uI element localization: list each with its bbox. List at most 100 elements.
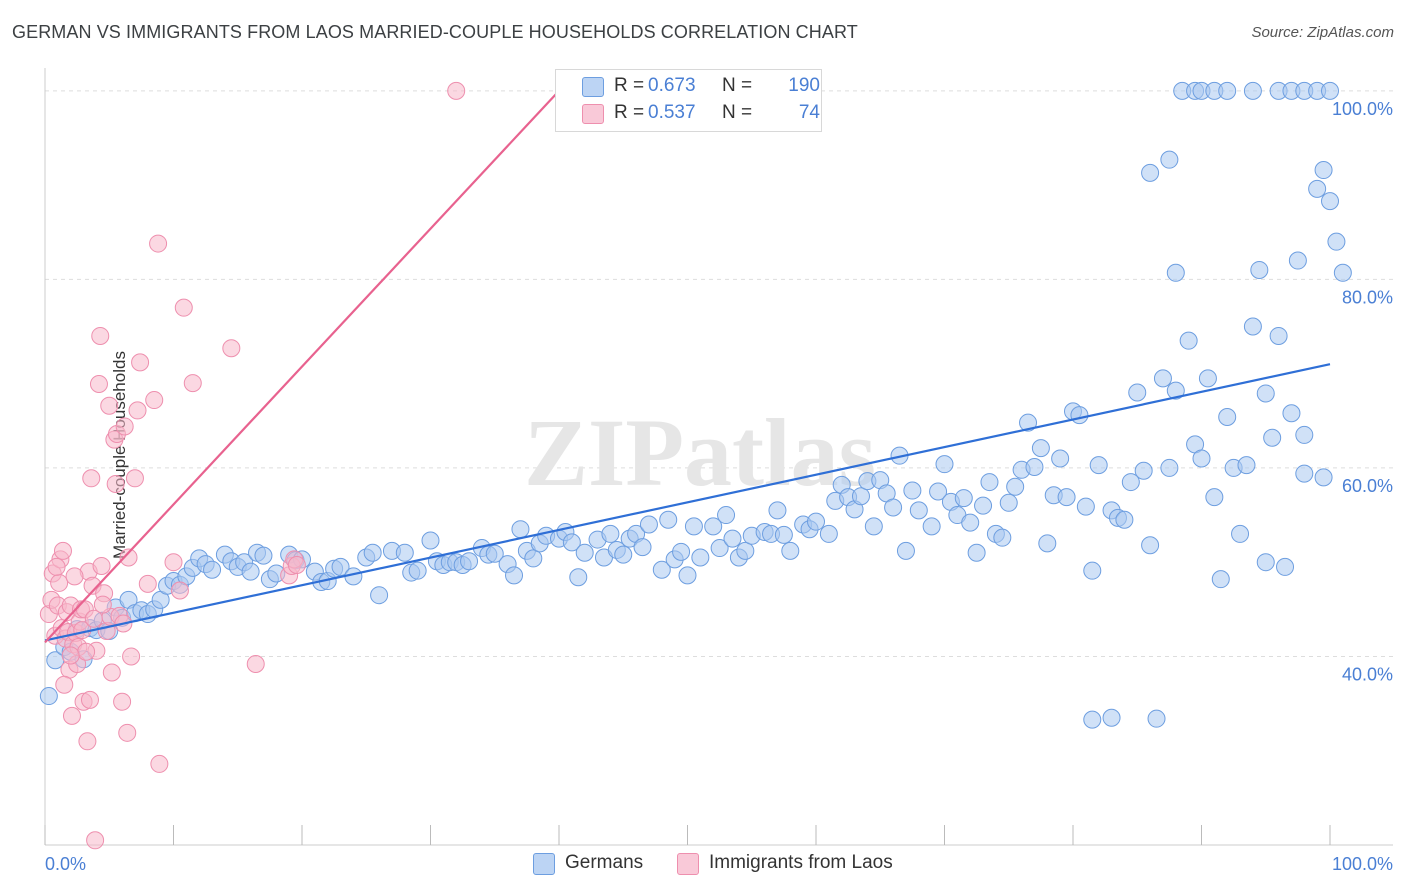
laos-swatch <box>677 853 699 875</box>
germans-swatch <box>582 77 604 97</box>
laos-point <box>131 353 150 372</box>
laos-point <box>138 574 157 593</box>
laos-point <box>62 706 81 725</box>
germans-point <box>460 552 479 571</box>
n-value: 74 <box>798 102 820 123</box>
germans-point <box>1218 81 1237 100</box>
laos-point <box>89 375 108 394</box>
laos-point <box>47 557 66 576</box>
germans-point <box>1276 557 1295 576</box>
r-label: R = <box>614 75 645 96</box>
germans-point <box>639 515 658 534</box>
y-tick-label: 60.0% <box>1342 476 1393 496</box>
germans-point <box>1076 497 1095 516</box>
germans-point <box>768 501 787 520</box>
germans-point <box>569 568 588 587</box>
laos-points <box>39 81 466 850</box>
germans-point <box>993 528 1012 547</box>
germans-point <box>691 548 710 567</box>
y-tick-labels: 40.0% 60.0% 80.0% 100.0% <box>1332 99 1393 685</box>
germans-point <box>1243 81 1262 100</box>
axes <box>44 68 1393 846</box>
germans-point <box>1282 404 1301 423</box>
laos-point <box>91 326 110 345</box>
laos-point <box>93 595 112 614</box>
laos-point <box>106 474 125 493</box>
germans-point <box>1160 150 1179 169</box>
germans-point <box>1019 413 1038 432</box>
germans-point <box>1070 406 1089 425</box>
laos-point <box>80 690 99 709</box>
germans-point <box>974 496 993 515</box>
germans-point <box>505 566 524 585</box>
laos-point <box>119 548 138 567</box>
laos-point <box>170 581 189 600</box>
laos-point <box>149 234 168 253</box>
germans-points <box>39 81 1352 729</box>
germans-point <box>254 546 273 565</box>
germans-point <box>1243 317 1262 336</box>
laos-point <box>447 81 466 100</box>
germans-point <box>1288 251 1307 270</box>
laos-point <box>53 541 72 560</box>
germans-point <box>736 541 755 560</box>
trend-lines <box>44 90 1331 644</box>
germans-point <box>331 557 350 576</box>
germans-point <box>1166 263 1185 282</box>
n-label: N = <box>722 102 753 123</box>
germans-point <box>1314 161 1333 180</box>
germans-point <box>652 560 671 579</box>
n-value: 190 <box>788 75 820 96</box>
x-tick-label: 100.0% <box>1332 854 1393 874</box>
legend-label: Immigrants from Laos <box>709 852 893 873</box>
germans-point <box>1006 477 1025 496</box>
germans-point <box>672 542 691 561</box>
source-label: Source: ZipAtlas.com <box>1251 24 1394 41</box>
germans-point <box>1263 428 1282 447</box>
germans-point <box>241 562 260 581</box>
germans-point <box>1025 457 1044 476</box>
germans-point <box>935 455 954 474</box>
germans-point <box>1205 488 1224 507</box>
correlation-legend: R = 0.673 N = 190 R = 0.537 N = 74 <box>555 69 822 132</box>
laos-point <box>65 567 84 586</box>
y-tick-label: 80.0% <box>1342 287 1393 307</box>
laos-point <box>100 396 119 415</box>
laos-point <box>118 723 137 742</box>
germans-point <box>1038 534 1057 553</box>
germans-point <box>1031 439 1050 458</box>
germans-point <box>922 517 941 536</box>
germans-point <box>723 529 742 548</box>
germans-point <box>1128 383 1147 402</box>
germans-point <box>1333 263 1352 282</box>
x-tick-labels: 0.0% 100.0% <box>45 854 1393 874</box>
germans-point <box>903 481 922 500</box>
laos-trend-line <box>44 90 560 644</box>
germans-point <box>967 543 986 562</box>
germans-point <box>511 520 530 539</box>
germans-point <box>1256 553 1275 572</box>
laos-point <box>82 469 101 488</box>
germans-point <box>807 512 825 531</box>
germans-point <box>819 524 838 543</box>
germans-point <box>1089 456 1108 475</box>
germans-point <box>1198 369 1217 388</box>
r-value: 0.537 <box>648 102 696 123</box>
r-value: 0.673 <box>648 75 696 96</box>
laos-point <box>113 692 132 711</box>
laos-swatch <box>582 104 604 124</box>
germans-point <box>929 482 948 501</box>
germans-point <box>1314 468 1333 487</box>
germans-point <box>1083 561 1102 580</box>
germans-point <box>896 541 915 560</box>
germans-point <box>1192 449 1211 468</box>
laos-point <box>122 647 141 666</box>
germans-point <box>1083 710 1102 729</box>
y-tick-label: 100.0% <box>1332 99 1393 119</box>
germans-point <box>1256 384 1275 403</box>
germans-point <box>1121 473 1140 492</box>
germans-point <box>1160 458 1179 477</box>
germans-point <box>395 543 414 562</box>
x-tick-label: 0.0% <box>45 854 86 874</box>
germans-point <box>1141 163 1160 182</box>
